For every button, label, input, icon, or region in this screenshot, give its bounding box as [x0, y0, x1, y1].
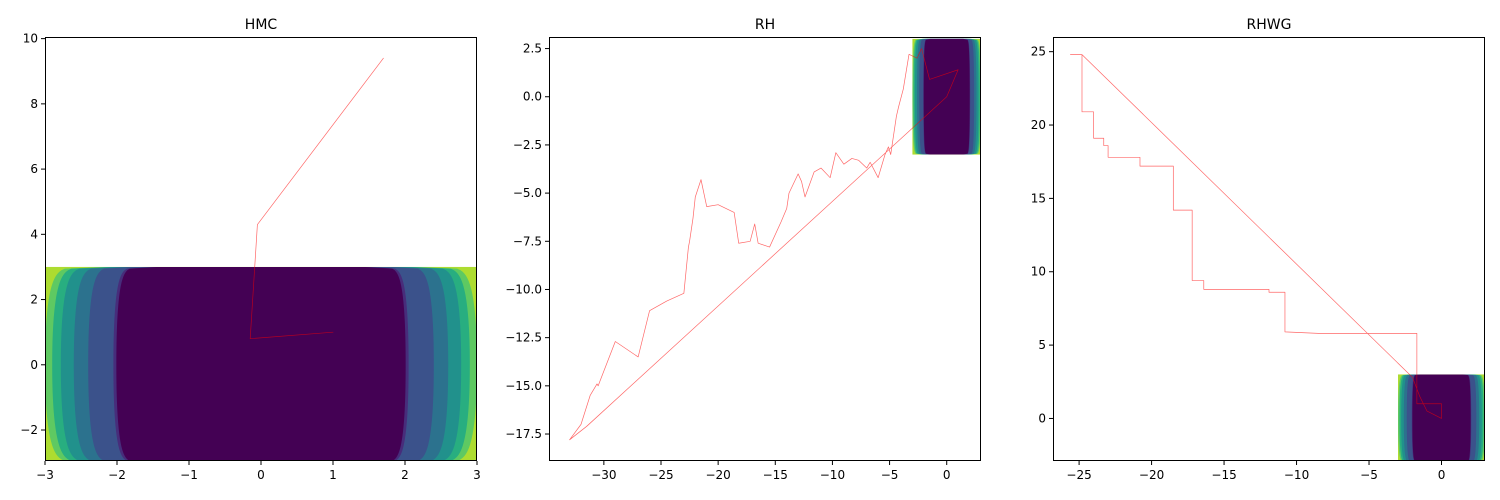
rhwg-axes-frame	[1053, 37, 1485, 461]
hmc-xtick-label: 1	[329, 468, 337, 482]
rhwg-panel: −25 −20 −15 −10 −5 0 0 5 10 15 20 25 RHWG	[1031, 17, 1485, 482]
rh-xtick-label: −15	[763, 468, 788, 482]
rhwg-ytick-label: 5	[1038, 338, 1046, 352]
hmc-ytick-label: −2	[20, 423, 38, 437]
rh-xtick-label: −30	[591, 468, 616, 482]
hmc-xtick-label: 2	[401, 468, 409, 482]
hmc-ytick-label: 4	[30, 227, 38, 241]
hmc-xtick-label: −2	[108, 468, 126, 482]
rh-ytick-label: −15.0	[505, 379, 542, 393]
hmc-series-0-line	[249, 57, 384, 340]
hmc-xtick-label: 3	[473, 468, 481, 482]
rh-ytick-label: 2.5	[523, 42, 542, 56]
hmc-plot-area	[45, 57, 477, 461]
rh-ytick-label: −5.0	[513, 186, 542, 200]
rhwg-xtick-label: −5	[1360, 468, 1378, 482]
rh-ytick-label: 0.0	[523, 90, 542, 104]
hmc-chart-title: HMC	[245, 17, 278, 33]
hmc-ytick-label: 10	[23, 32, 38, 46]
rhwg-ytick-label: 25	[1031, 45, 1046, 59]
rh-panel: −30 −25 −20 −15 −10 −5 0 2.5 0.0 −2.5 −5.0 −7.5 −10.…	[505, 17, 981, 482]
rhwg-ytick-label: 0	[1038, 411, 1046, 425]
hmc-contour-core	[116, 266, 406, 461]
rh-series-0-line	[569, 48, 959, 441]
rhwg-plot-area	[1070, 54, 1485, 461]
rhwg-xtick-label: −15	[1211, 468, 1236, 482]
rh-plot-area	[569, 38, 981, 441]
hmc-ytick-label: 6	[30, 162, 38, 176]
rhwg-ytick-label: 15	[1031, 191, 1046, 205]
rhwg-series-0-line	[1070, 54, 1442, 419]
rh-xtick-label: −5	[881, 468, 899, 482]
rhwg-xtick-label: −25	[1066, 468, 1091, 482]
rhwg-xtick-label: −10	[1284, 468, 1309, 482]
hmc-xtick-label: −1	[180, 468, 198, 482]
rh-xtick-label: −10	[820, 468, 845, 482]
hmc-xtick-label: −3	[36, 468, 54, 482]
hmc-ytick-label: 8	[30, 97, 38, 111]
hmc-ytick-label: 2	[30, 293, 38, 307]
rh-ytick-label: −12.5	[505, 331, 542, 345]
rhwg-ytick-label: 10	[1031, 265, 1046, 279]
hmc-xtick-label: 0	[257, 468, 265, 482]
rh-ytick-label: −17.5	[505, 427, 542, 441]
hmc-ytick-label: 0	[30, 358, 38, 372]
hmc-panel: −3 −2 −1 0 1 2 3 −2 0 2 4 6 8 10 HMC	[20, 17, 481, 482]
rh-ytick-label: −10.0	[505, 282, 542, 296]
hmc-axes-frame	[45, 37, 477, 461]
rh-axes-frame	[549, 37, 981, 461]
rhwg-xtick-label: 0	[1438, 468, 1446, 482]
rh-xtick-label: −20	[705, 468, 730, 482]
rhwg-ytick-label: 20	[1031, 118, 1046, 132]
rhwg-xtick-label: −20	[1139, 468, 1164, 482]
rh-xtick-label: 0	[943, 468, 951, 482]
rh-xtick-label: −25	[648, 468, 673, 482]
rhwg-chart-title: RHWG	[1247, 17, 1292, 33]
rh-chart-title: RH	[755, 17, 775, 33]
rh-ytick-label: −2.5	[513, 138, 542, 152]
rh-ytick-label: −7.5	[513, 234, 542, 248]
